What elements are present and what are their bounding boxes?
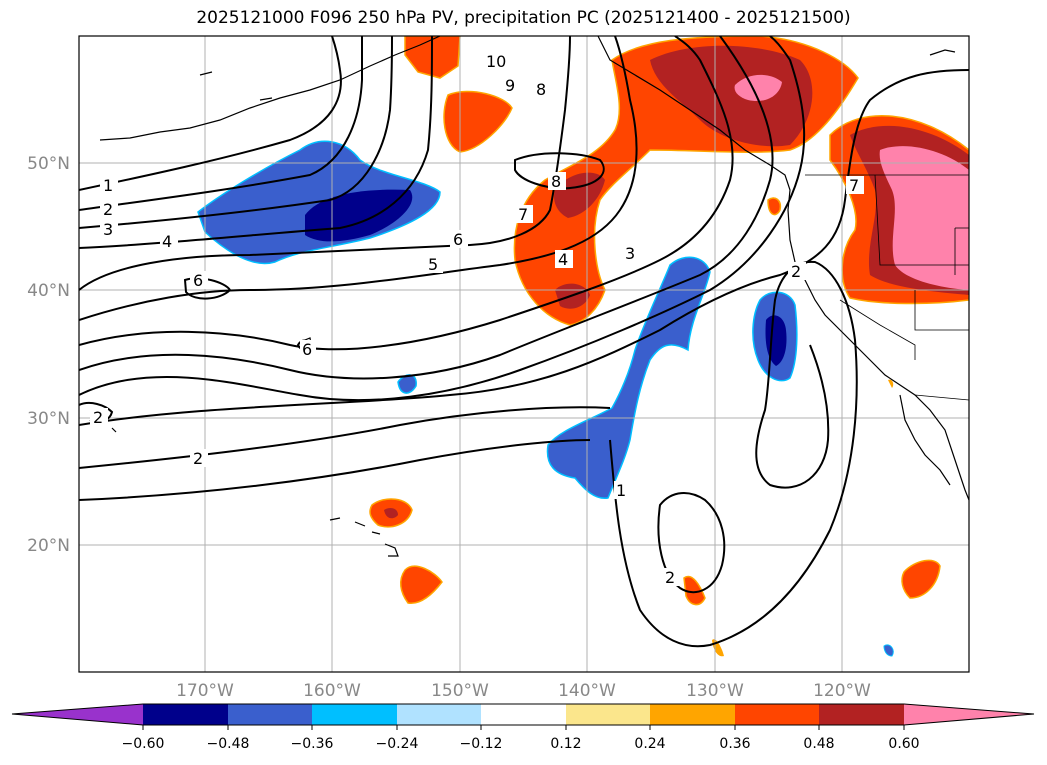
latitude-labels: 50°N 40°N 30°N 20°N: [27, 154, 70, 556]
colorbar-cell: [650, 704, 735, 725]
contour-label: 2: [193, 449, 203, 468]
borders: [805, 174, 969, 401]
gridlines: [79, 36, 969, 672]
contour-label: 6: [302, 340, 312, 359]
plot-frame: [78, 35, 970, 673]
contour-label: 3: [625, 244, 635, 263]
lon-label-130w: 130°W: [686, 681, 744, 701]
coastlines: [99, 36, 969, 557]
colorbar-tick: −0.12: [460, 736, 503, 752]
contour-label: 9: [505, 76, 515, 95]
contour-label: 4: [558, 250, 568, 269]
pv-contours: [79, 36, 969, 648]
contour-label: 4: [162, 232, 172, 251]
lon-label-150w: 150°W: [431, 681, 489, 701]
colorbar-tick: 0.24: [634, 736, 665, 752]
lon-label-140w: 140°W: [558, 681, 616, 701]
contour-label: 2: [665, 568, 675, 587]
colorbar-cell: [12, 704, 143, 725]
contour-label: 6: [193, 271, 203, 290]
colorbar-cell: [481, 704, 566, 725]
colorbar: −0.60 −0.48 −0.36 −0.24 −0.12 0.12 0.24 …: [11, 703, 1035, 752]
colorbar-tick: 0.36: [719, 736, 750, 752]
plot-area: [79, 36, 969, 672]
colorbar-tick: −0.36: [291, 736, 334, 752]
colorbar-cell: [566, 704, 650, 725]
colorbar-cell: [143, 704, 228, 725]
contour-label: 1: [103, 176, 113, 195]
lat-label-50n: 50°N: [27, 154, 70, 174]
contour-label: 1: [616, 481, 626, 500]
contour-label: 5: [428, 255, 438, 274]
colorbar-tick: 0.12: [550, 736, 581, 752]
contour-label: 3: [103, 220, 113, 239]
lon-label-120w: 120°W: [813, 681, 871, 701]
lat-label-30n: 30°N: [27, 409, 70, 429]
lon-label-160w: 160°W: [303, 681, 361, 701]
map-title: 2025121000 F096 250 hPa PV, precipitatio…: [196, 8, 851, 28]
colorbar-tick: −0.60: [122, 736, 165, 752]
contour-label: 6: [453, 230, 463, 249]
colorbar-cell: [228, 704, 312, 725]
colorbar-tick: −0.24: [376, 736, 419, 752]
contour-label: 8: [551, 172, 561, 191]
contour-label: 10: [486, 52, 506, 71]
lat-label-20n: 20°N: [27, 536, 70, 556]
colorbar-cell: [735, 704, 819, 725]
colorbar-tick: −0.48: [207, 736, 250, 752]
colorbar-cell: [397, 704, 481, 725]
contour-label: 2: [93, 408, 103, 427]
lat-label-40n: 40°N: [27, 281, 70, 301]
colorbar-cell: [312, 704, 397, 725]
contour-labels: 1 2 3 4 6 6 6 5 10 9 8 8 7 4: [90, 52, 864, 587]
contour-label: 2: [791, 262, 801, 281]
colorbar-cell: [819, 704, 904, 725]
longitude-labels: 170°W 160°W 150°W 140°W 130°W 120°W: [176, 681, 871, 701]
contour-label: 7: [518, 205, 528, 224]
contour-label: 8: [536, 80, 546, 99]
colorbar-tick: 0.48: [803, 736, 834, 752]
lon-label-170w: 170°W: [176, 681, 234, 701]
contour-label: 2: [103, 200, 113, 219]
contour-label: 7: [849, 176, 859, 195]
colorbar-tick: 0.60: [888, 736, 919, 752]
colorbar-cell: [904, 704, 1034, 725]
